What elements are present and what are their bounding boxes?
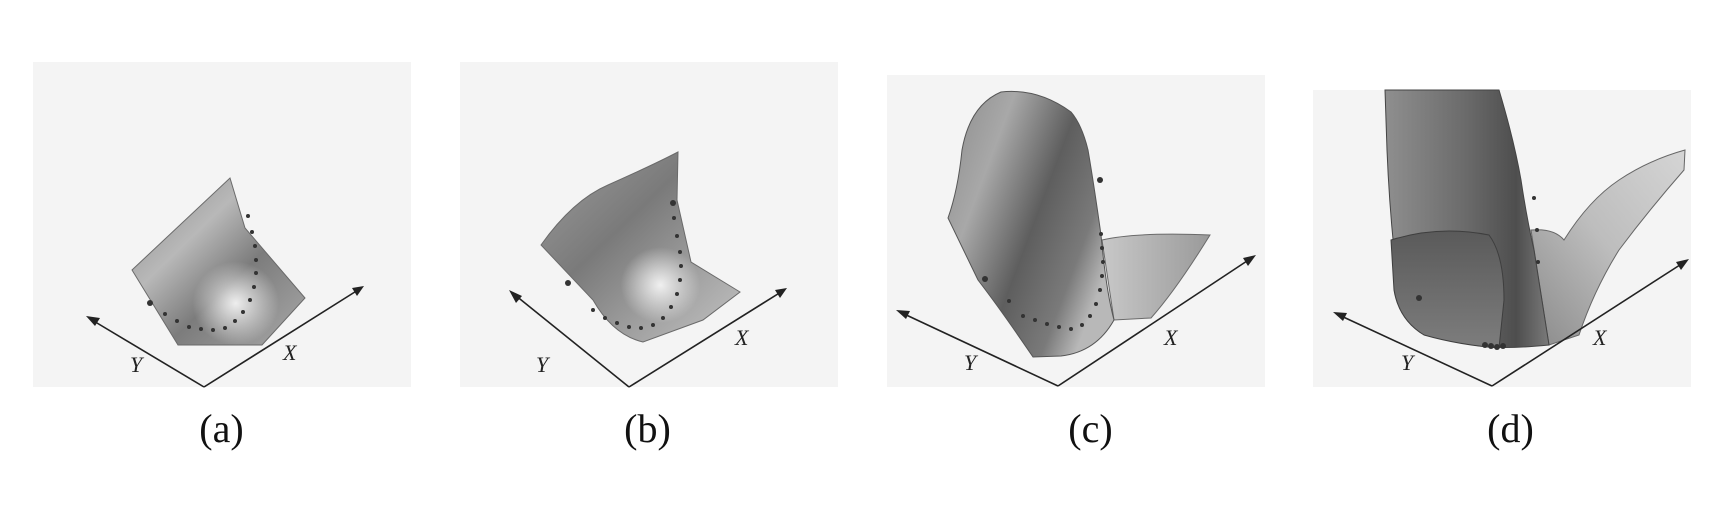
x-axis-arrowhead bbox=[1676, 259, 1689, 270]
x-axis-arrowhead bbox=[352, 286, 364, 296]
x-axis-label: X bbox=[734, 325, 750, 350]
x-axis-arrowhead bbox=[775, 288, 787, 298]
axes bbox=[901, 258, 1251, 387]
panel-d: Y X (d) bbox=[1299, 0, 1732, 512]
caption-a: (a) bbox=[199, 406, 244, 451]
x-axis-label: X bbox=[282, 340, 298, 365]
y-axis-arrowhead bbox=[86, 316, 100, 326]
caption-c: (c) bbox=[1068, 406, 1113, 451]
panel-b: Y X (b) bbox=[433, 0, 866, 512]
x-axis-arrowhead bbox=[1243, 255, 1256, 266]
y-axis-label: Y bbox=[1401, 350, 1416, 375]
y-axis-arrowhead bbox=[896, 310, 910, 319]
surface-plot-c: Y X bbox=[887, 75, 1265, 387]
surface-wing bbox=[1101, 233, 1211, 321]
x-axis-label: X bbox=[1163, 325, 1179, 350]
surface-plot-b: Y X bbox=[460, 62, 838, 388]
surface bbox=[947, 90, 1115, 358]
surface-highlight bbox=[541, 152, 740, 342]
panel-a: Y X (a) bbox=[0, 0, 433, 512]
surface-plot-d: Y X bbox=[1313, 89, 1691, 387]
surface-fold bbox=[1390, 230, 1505, 349]
trajectory-dots bbox=[565, 200, 683, 330]
y-axis-label: Y bbox=[964, 350, 979, 375]
y-axis-arrowhead bbox=[509, 290, 522, 303]
trajectory-dots bbox=[147, 214, 258, 332]
caption-d: (d) bbox=[1487, 406, 1534, 451]
surface-plot-a: Y X bbox=[33, 62, 411, 388]
surface-highlight bbox=[132, 178, 305, 345]
y-axis-arrowhead bbox=[1333, 312, 1347, 321]
axes bbox=[1338, 262, 1684, 387]
surface-wing bbox=[1530, 149, 1686, 346]
x-axis-label: X bbox=[1592, 325, 1608, 350]
panel-c: Y X (c) bbox=[866, 0, 1299, 512]
axes bbox=[514, 291, 782, 388]
caption-b: (b) bbox=[624, 406, 671, 451]
trajectory-dots bbox=[1416, 196, 1540, 350]
y-axis-label: Y bbox=[130, 352, 145, 377]
axes bbox=[91, 289, 359, 388]
y-axis-label: Y bbox=[536, 352, 551, 377]
trajectory-dots bbox=[982, 177, 1105, 331]
